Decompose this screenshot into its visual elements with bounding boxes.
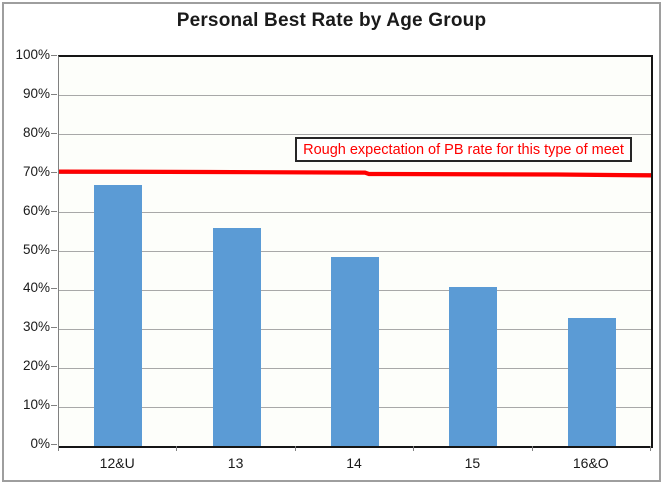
y-tick-label: 100% (15, 47, 50, 62)
y-tick-label: 30% (22, 319, 50, 335)
y-tick-label: 20% (22, 358, 50, 374)
y-tick-mark (51, 366, 57, 368)
gridline (59, 134, 651, 136)
x-tick-label: 13 (227, 455, 244, 471)
x-tick-mark (650, 446, 651, 451)
bar-13 (213, 228, 261, 446)
annotation-box: Rough expectation of PB rate for this ty… (295, 137, 632, 162)
reference-line (58, 169, 652, 178)
y-tick-mark (51, 171, 57, 173)
x-tick-label: 14 (346, 455, 362, 471)
x-tick-mark (413, 446, 414, 451)
y-tick-label: 60% (22, 202, 50, 218)
x-tick-label: 12&U (99, 455, 135, 471)
gridline (59, 212, 651, 214)
bar-15 (449, 287, 497, 446)
x-tick-mark (295, 446, 296, 451)
y-tick-mark (51, 405, 57, 407)
x-tick-label: 15 (464, 455, 481, 471)
y-tick-label: 70% (22, 163, 50, 179)
plot-area (58, 55, 653, 448)
annotation-text: Rough expectation of PB rate for this ty… (303, 141, 624, 158)
y-tick-mark (51, 55, 57, 56)
y-tick-label: 90% (22, 85, 50, 101)
x-tick-mark (176, 446, 177, 451)
x-tick-mark (58, 446, 59, 451)
bar-16&O (568, 318, 616, 446)
y-tick-mark (51, 132, 57, 134)
bar-14 (331, 257, 379, 446)
y-tick-label: 80% (22, 124, 50, 140)
x-tick-mark (532, 446, 533, 451)
y-tick-mark (51, 444, 57, 445)
y-tick-mark (51, 327, 57, 329)
y-tick-label: 10% (22, 397, 50, 413)
chart-title: Personal Best Rate by Age Group (176, 10, 487, 31)
y-tick-mark (51, 210, 57, 212)
y-tick-mark (51, 249, 57, 251)
y-tick-mark (51, 93, 57, 95)
y-tick-label: 50% (22, 241, 50, 257)
gridline (59, 95, 651, 97)
x-tick-label: 16&O (572, 455, 609, 471)
y-tick-label: 0% (30, 436, 50, 451)
y-tick-label: 40% (22, 280, 50, 296)
bar-12&U (94, 185, 142, 446)
gridline (59, 251, 651, 252)
y-tick-mark (51, 288, 57, 290)
